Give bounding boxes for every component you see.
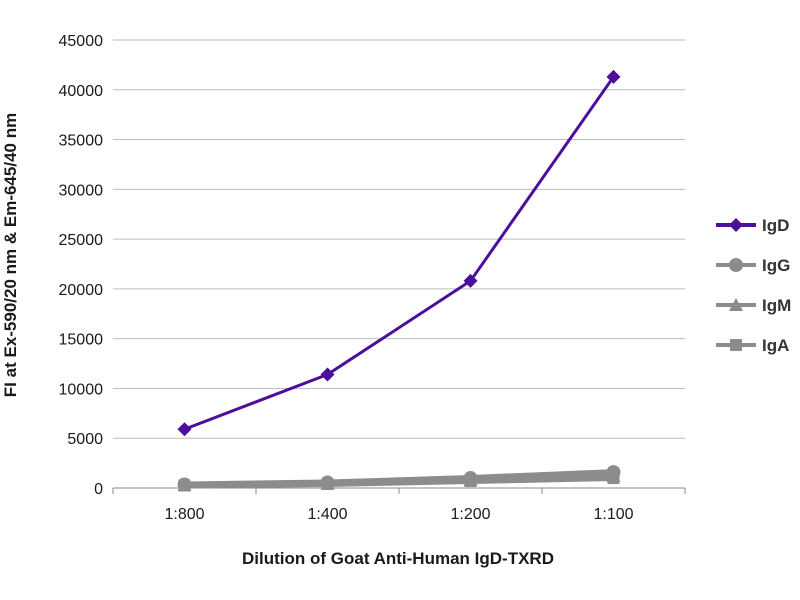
y-tick-label: 20000 [59,282,104,299]
x-tick-label: 1:200 [450,506,490,523]
y-tick-label: 30000 [59,182,104,199]
axes [112,487,686,494]
data-point-iga [464,475,477,488]
series-igd [177,69,621,437]
legend: IgD IgG IgM IgA [716,216,791,355]
data-point-iga [607,472,620,485]
y-tick-label: 5000 [67,431,103,448]
y-tick-labels: 0 5000 10000 15000 20000 25000 30000 35000 40000… [59,33,104,498]
legend-item-igg: IgG [716,256,790,275]
x-tick-labels: 1:800 1:400 1:200 1:100 [164,506,633,523]
y-tick-label: 40000 [59,83,104,100]
legend-swatch-marker [729,218,743,232]
legend-item-iga: IgA [716,336,789,355]
x-tick-label: 1:400 [307,506,347,523]
y-axis-title: FI at Ex-590/20 nm & Em-645/40 nm [1,113,20,397]
data-point-igd [320,367,335,382]
legend-label: IgA [762,336,789,355]
legend-label: IgM [762,296,791,315]
legend-swatch-marker [729,258,743,272]
x-tick-label: 1:800 [164,506,204,523]
data-point-iga [178,479,191,492]
y-tick-label: 0 [94,481,103,498]
legend-label: IgG [762,256,790,275]
legend-swatch-marker [729,298,743,311]
y-tick-label: 15000 [59,332,104,349]
data-point-iga [321,478,334,491]
series-iga [178,472,620,492]
series-line-iga [181,475,617,489]
y-tick-label: 35000 [59,133,104,150]
data-point-igd [606,69,621,84]
y-tick-label: 10000 [59,381,104,398]
x-tick-label: 1:100 [593,506,633,523]
legend-item-igm: IgM [716,296,791,315]
y-tick-label: 45000 [59,33,104,50]
series-group [177,69,621,492]
data-point-igd [463,273,478,288]
legend-item-igd: IgD [716,216,789,235]
legend-swatch-marker [730,339,742,351]
gridlines [113,39,685,439]
series-line-igd [183,75,615,431]
y-tick-label: 25000 [59,232,104,249]
legend-label: IgD [762,216,789,235]
data-point-igd [177,422,192,437]
x-axis-title: Dilution of Goat Anti-Human IgD-TXRD [242,549,554,568]
